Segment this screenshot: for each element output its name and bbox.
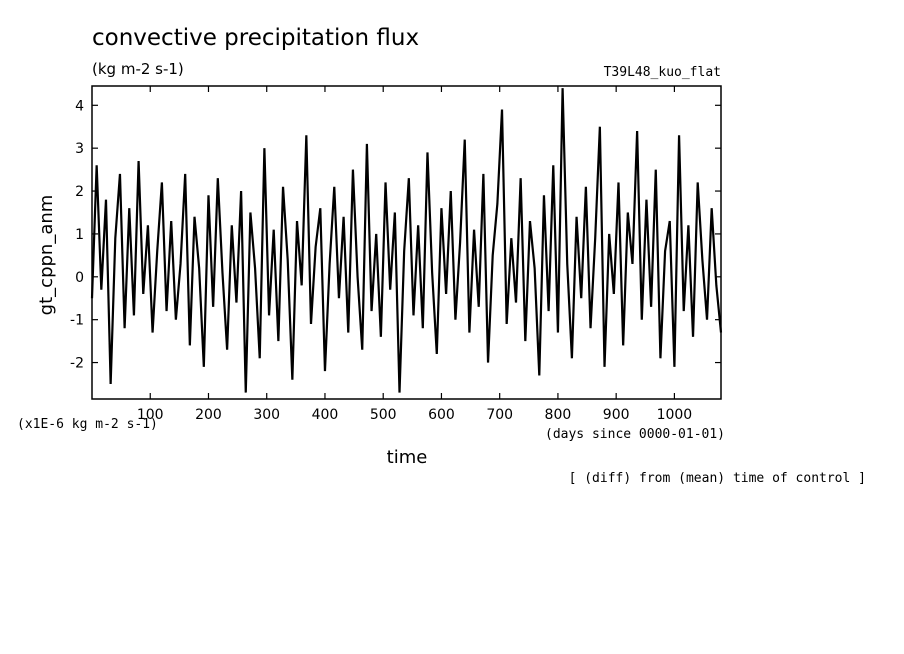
series-line	[90, 88, 723, 393]
y-tick-label: 1	[75, 227, 84, 243]
x-tick-label: 600	[428, 407, 455, 423]
y-tick-label: 3	[75, 141, 84, 157]
x-tick-label: 800	[545, 407, 572, 423]
experiment-label: T39L48_kuo_flat	[604, 65, 721, 80]
x-tick-label: 900	[603, 407, 630, 423]
x-tick-label: 300	[253, 407, 280, 423]
x-tick-label: 700	[486, 407, 513, 423]
x-tick-label: 100	[137, 407, 164, 423]
x-tick-label: 1000	[657, 407, 693, 423]
y-tick-label: -2	[70, 356, 84, 372]
chart-title: convective precipitation flux	[92, 25, 419, 51]
x-axis: 100 200 300 400 500 600 700 800 900 1000	[137, 86, 692, 423]
diff-note: [ (diff) from (mean) time of control ]	[569, 471, 866, 486]
plot-frame	[91, 85, 722, 400]
chart-units: (kg m-2 s-1)	[92, 60, 184, 78]
x-tick-label: 400	[312, 407, 339, 423]
y-tick-label: 2	[75, 184, 84, 200]
scale-note: (x1E-6 kg m-2 s-1)	[17, 417, 158, 432]
y-tick-label: 4	[75, 98, 84, 114]
y-tick-label: -1	[70, 313, 84, 329]
x-unit-note: (days since 0000-01-01)	[545, 427, 725, 442]
y-tick-label: 0	[75, 270, 84, 286]
x-tick-label: 500	[370, 407, 397, 423]
y-axis-label: gt_cppn_anm	[36, 195, 57, 316]
x-tick-label: 200	[195, 407, 222, 423]
x-axis-label: time	[387, 447, 428, 468]
y-axis: -2 -1 0 1 2 3 4	[70, 98, 721, 372]
